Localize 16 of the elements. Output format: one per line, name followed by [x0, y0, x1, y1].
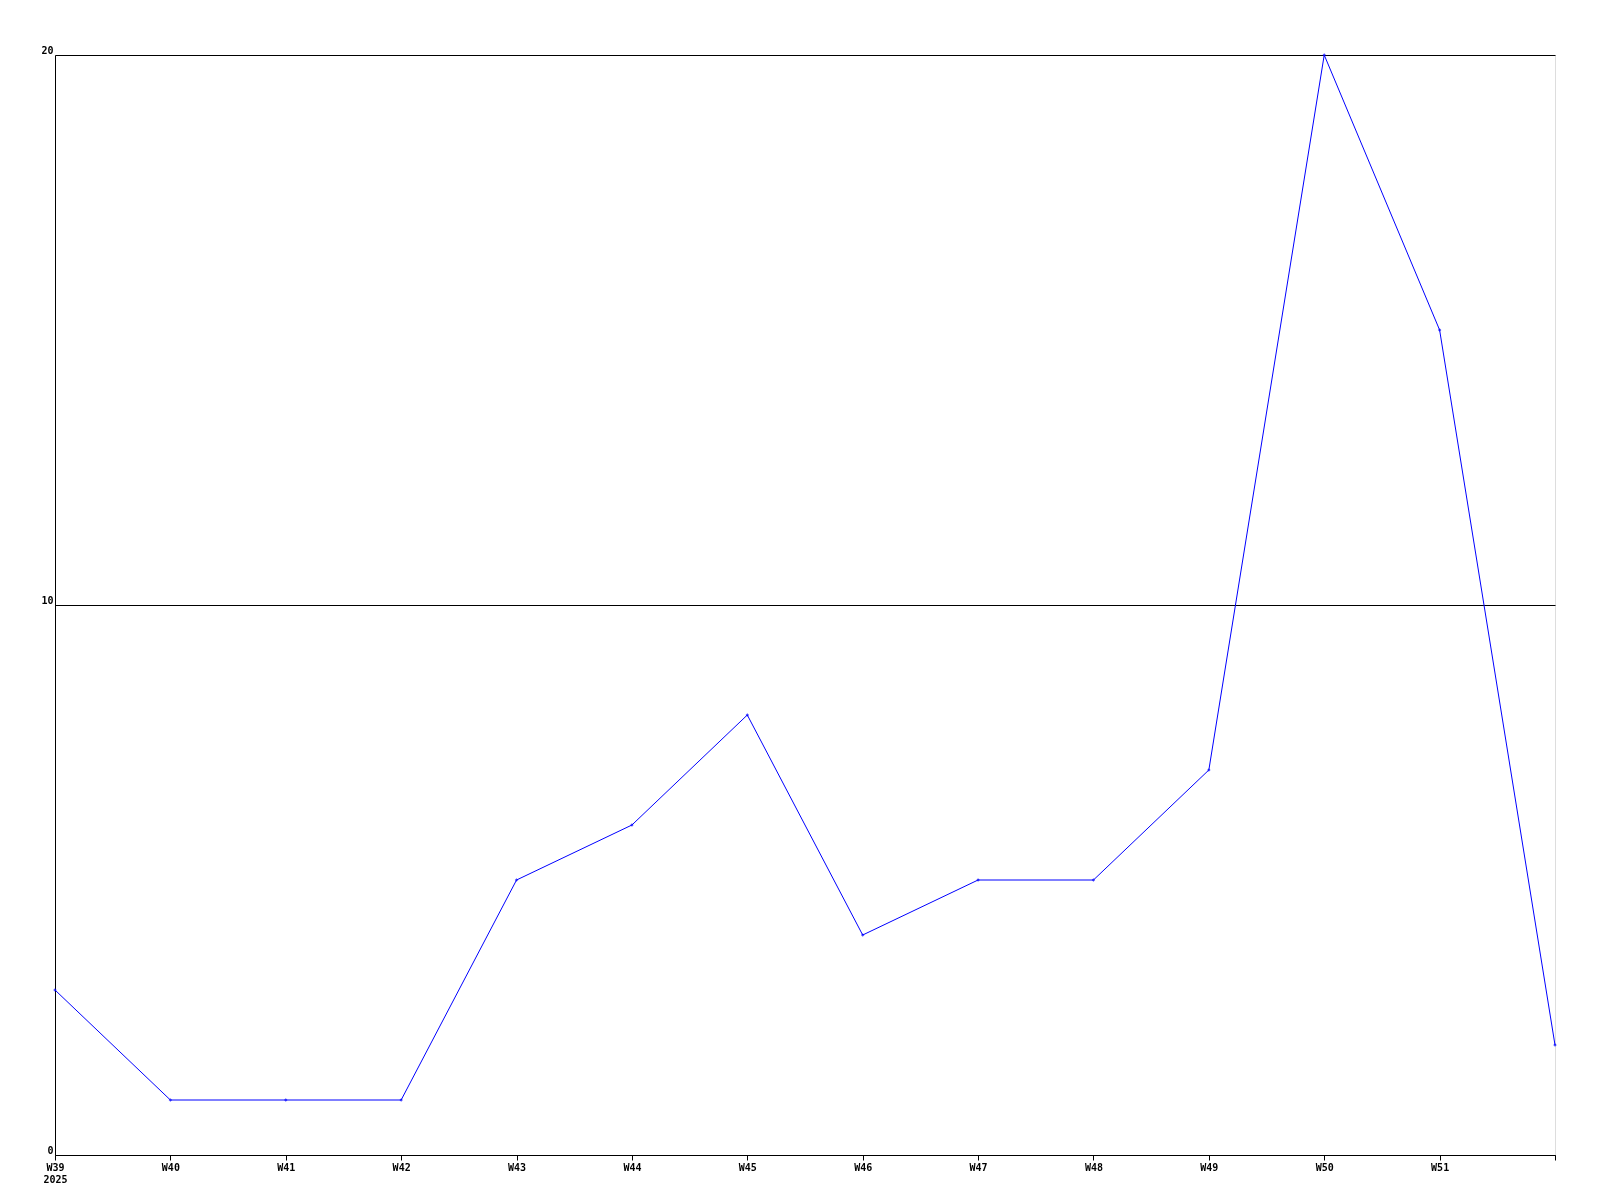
y-tick-label: 20	[41, 44, 54, 56]
x-tick-label: W48	[1084, 1161, 1103, 1173]
y-tick-label: 0	[47, 1144, 54, 1156]
x-tick-label: W39 2025	[43, 1161, 68, 1185]
x-tick-label: W49	[1200, 1161, 1219, 1173]
y-tick-label: 10	[41, 594, 54, 606]
x-tick-label: W45	[738, 1161, 757, 1173]
x-tick-label: W44	[623, 1161, 642, 1173]
x-tick-label: W40	[161, 1161, 180, 1173]
x-tick-label: W42	[392, 1161, 411, 1173]
x-tick-label: W41	[277, 1161, 296, 1173]
x-tick-label: W47	[969, 1161, 988, 1173]
x-tick-label: W51	[1431, 1161, 1450, 1173]
x-tick-label: W43	[508, 1161, 527, 1173]
x-tick-label: W46	[854, 1161, 873, 1173]
x-tick-label: W50	[1315, 1161, 1334, 1173]
